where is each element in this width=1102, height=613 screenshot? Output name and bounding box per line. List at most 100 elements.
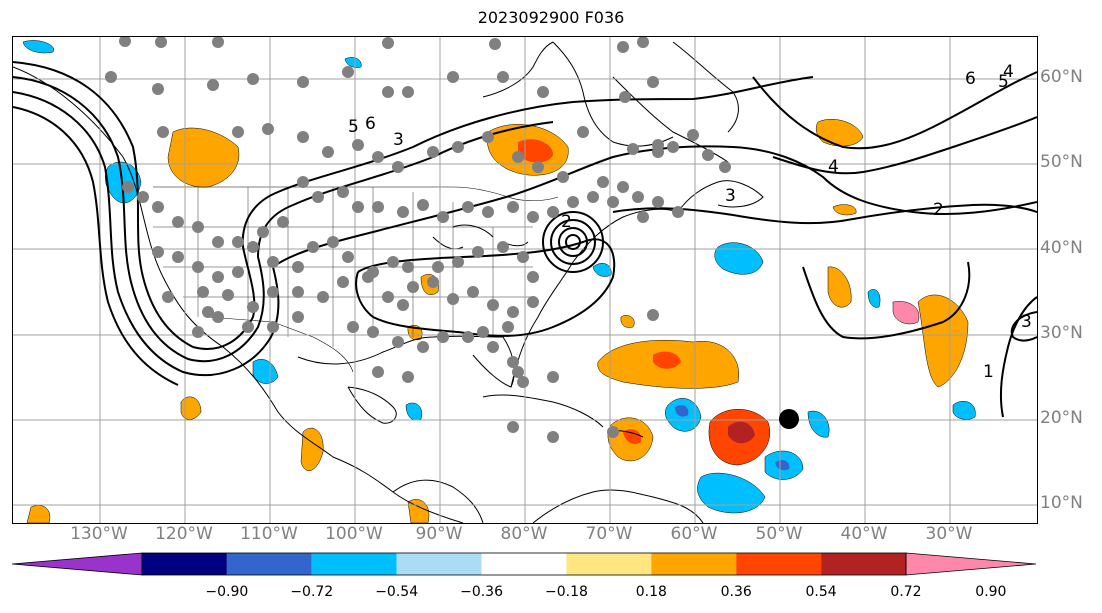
colorbar-tick-label: 0.36 bbox=[720, 584, 752, 600]
shade-positive bbox=[167, 127, 240, 188]
shade-positive bbox=[300, 427, 324, 471]
lon-label: 120°W bbox=[155, 524, 213, 544]
station-dot bbox=[547, 431, 559, 443]
colorbar-outline bbox=[141, 552, 907, 576]
shade-positive bbox=[832, 204, 857, 216]
station-dot bbox=[512, 366, 524, 378]
contour-label: 1 bbox=[983, 362, 994, 382]
lon-label: 40°W bbox=[840, 524, 888, 544]
station-dot bbox=[392, 161, 404, 173]
station-dot bbox=[417, 199, 429, 211]
station-dot bbox=[232, 236, 244, 248]
station-dot bbox=[452, 256, 464, 268]
low-center-contour bbox=[550, 219, 596, 265]
shade-strong bbox=[518, 139, 553, 163]
station-dot bbox=[342, 66, 354, 78]
colorbar bbox=[12, 552, 1036, 576]
contour-label: 2 bbox=[561, 212, 572, 232]
contour-label: 6 bbox=[365, 114, 376, 134]
station-dot bbox=[192, 261, 204, 273]
greenland bbox=[672, 41, 739, 133]
station-dot bbox=[152, 246, 164, 258]
colorbar-extend-max bbox=[905, 552, 1036, 576]
shade-negative bbox=[405, 402, 423, 421]
station-dot bbox=[597, 176, 609, 188]
colorbar-tick-label: 0.72 bbox=[890, 584, 922, 600]
station-dot bbox=[352, 201, 364, 213]
station-dot bbox=[105, 71, 117, 83]
colorbar-segment bbox=[396, 553, 482, 575]
station-dot bbox=[497, 241, 509, 253]
lon-label: 30°W bbox=[925, 524, 973, 544]
station-dot bbox=[557, 171, 569, 183]
station-dot bbox=[192, 221, 204, 233]
station-dot bbox=[155, 37, 167, 48]
colorbar-tick-label: −0.36 bbox=[460, 584, 503, 600]
colorbar-segment bbox=[311, 553, 397, 575]
station-dot bbox=[157, 126, 169, 138]
station-dot bbox=[637, 211, 649, 223]
station-dot bbox=[467, 286, 479, 298]
contour-label: 3 bbox=[1021, 312, 1032, 332]
station-dot bbox=[392, 336, 404, 348]
station-dot bbox=[719, 161, 731, 173]
station-dot bbox=[567, 196, 579, 208]
station-dot bbox=[197, 286, 209, 298]
station-dot bbox=[382, 37, 394, 49]
contour-label: 5 bbox=[998, 72, 1009, 92]
lon-label: 50°W bbox=[755, 524, 803, 544]
station-dot bbox=[632, 191, 644, 203]
colorbar-segment bbox=[481, 553, 567, 575]
storm-position-marker bbox=[779, 409, 799, 429]
colorbar-tick-label: −0.90 bbox=[205, 584, 249, 600]
station-dot bbox=[297, 76, 309, 88]
station-dot bbox=[507, 356, 519, 368]
station-dot bbox=[447, 293, 459, 305]
station-dot bbox=[617, 181, 629, 193]
contour-label: 6 bbox=[965, 69, 976, 89]
station-dot bbox=[212, 236, 224, 248]
station-dot bbox=[267, 321, 279, 333]
station-dot bbox=[162, 291, 174, 303]
contour-line bbox=[612, 203, 1037, 225]
colorbar-segment bbox=[226, 553, 312, 575]
station-dot bbox=[462, 331, 474, 343]
station-dot bbox=[702, 149, 714, 161]
station-dot bbox=[322, 146, 334, 158]
shade-positive bbox=[620, 315, 635, 328]
station-dot bbox=[247, 241, 259, 253]
station-dot bbox=[517, 376, 529, 388]
station-dot bbox=[192, 326, 204, 338]
station-dot bbox=[367, 326, 379, 338]
colorbar-tick-label: −0.72 bbox=[290, 584, 334, 600]
station-dot bbox=[532, 161, 544, 173]
shade-strong bbox=[728, 421, 755, 444]
colorbar-segment bbox=[821, 553, 906, 575]
station-dot bbox=[262, 123, 274, 135]
lon-label: 80°W bbox=[500, 524, 548, 544]
station-dot bbox=[537, 86, 549, 98]
station-dot bbox=[527, 296, 539, 308]
station-dot bbox=[619, 91, 631, 103]
contour-line bbox=[999, 296, 1037, 418]
shade-negative bbox=[867, 289, 881, 308]
colorbar-segment bbox=[736, 553, 822, 575]
station-dot bbox=[247, 73, 259, 85]
station-dot bbox=[547, 371, 559, 383]
colorbar-segment bbox=[142, 553, 227, 575]
shade-negative bbox=[592, 263, 612, 277]
map-panel: 6 5 3 2 4 6 5 4 3 2 1 3 bbox=[12, 36, 1038, 524]
station-dot bbox=[122, 181, 134, 193]
station-dot bbox=[212, 311, 224, 323]
yucatan bbox=[347, 386, 397, 424]
lon-label: 110°W bbox=[240, 524, 298, 544]
station-dot bbox=[487, 299, 499, 311]
station-dot bbox=[352, 139, 364, 151]
station-dot bbox=[507, 201, 519, 213]
station-dot bbox=[672, 206, 684, 218]
station-dot bbox=[382, 86, 394, 98]
station-dot bbox=[417, 341, 429, 353]
station-dot bbox=[687, 129, 699, 141]
station-dot bbox=[577, 126, 589, 138]
station-dot bbox=[137, 191, 149, 203]
